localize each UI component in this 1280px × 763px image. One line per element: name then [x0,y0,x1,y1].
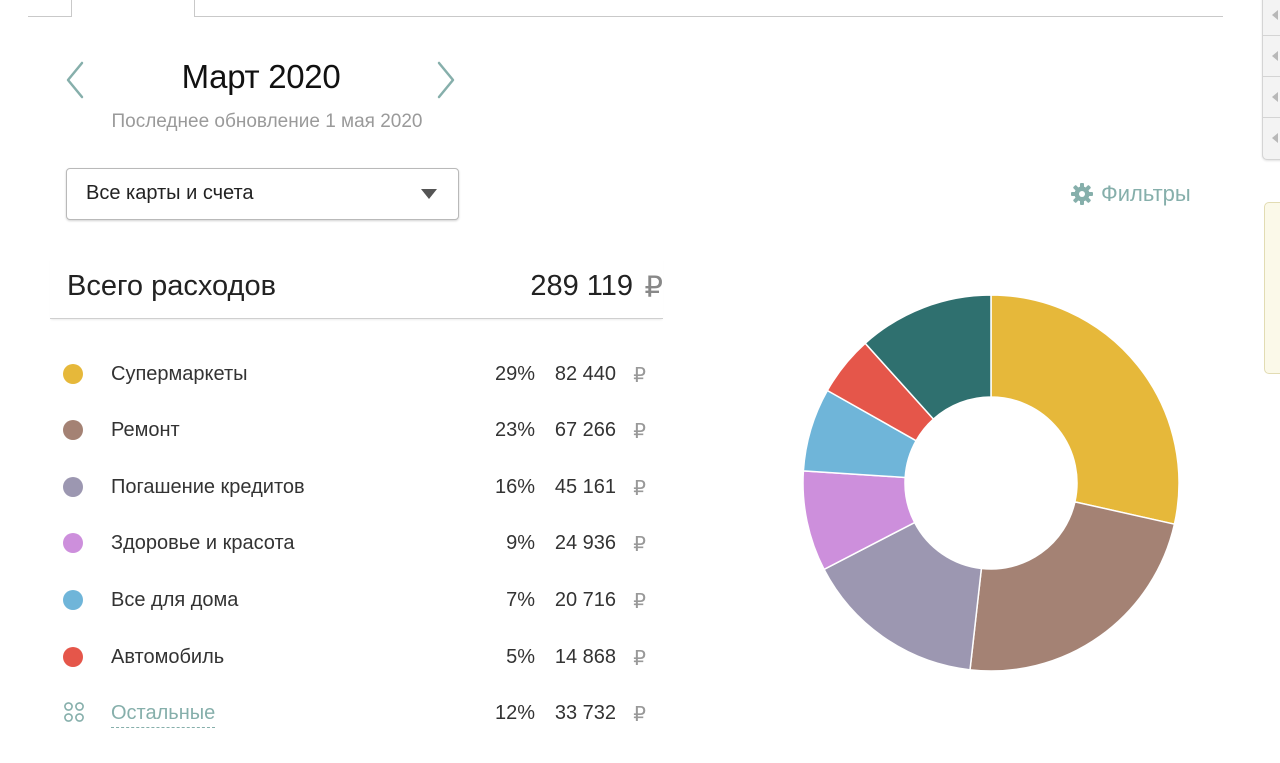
donut-slice-6[interactable] [864,294,992,421]
category-row-health-beauty[interactable]: Здоровье и красота 9% 24 936 ₽ [50,523,662,563]
category-amount: 20 716 [554,589,616,611]
category-percent: 7% [506,589,535,611]
category-color-dot [63,647,83,667]
donut-slice-2[interactable] [823,521,983,671]
category-color-dot [63,533,83,553]
category-row-car[interactable]: Автомобиль 5% 14 868 ₽ [50,637,662,677]
ruble-icon: ₽ [633,704,646,726]
others-link[interactable]: Остальные [111,702,216,728]
donut-slice-1[interactable] [969,500,1176,672]
ruble-icon: ₽ [644,272,663,304]
donut-slice-0[interactable] [990,294,1180,526]
caret-down-icon [421,189,437,199]
category-name: Все для дома [111,589,239,611]
category-row-others[interactable]: Остальные 12% 33 732 ₽ [50,693,662,733]
side-toolbar-button[interactable] [1263,0,1280,36]
ruble-icon: ₽ [633,365,646,387]
category-percent: 9% [506,532,535,554]
tab-strip-line [28,16,1223,17]
total-value: 289 119 [530,270,633,302]
category-percent: 16% [494,476,535,498]
chevron-left-icon [66,61,84,99]
tab-active[interactable] [71,0,195,17]
category-row-supermarkets[interactable]: Супермаркеты 29% 82 440 ₽ [50,354,662,394]
account-select[interactable]: Все карты и счета [66,168,459,220]
last-update-text: Последнее обновление 1 мая 2020 [111,111,423,132]
next-month-button[interactable] [434,60,458,100]
category-percent: 5% [506,646,535,668]
category-name: Погашение кредитов [111,476,305,498]
category-row-home[interactable]: Все для дома 7% 20 716 ₽ [50,580,662,620]
category-amount: 24 936 [554,532,616,554]
category-amount: 45 161 [554,476,616,498]
account-select-value: Все карты и счета [86,182,254,204]
ruble-icon: ₽ [633,534,646,556]
gear-icon [1071,183,1093,205]
ruble-icon: ₽ [633,591,646,613]
category-amount: 14 868 [554,646,616,668]
collapse-icon [1272,51,1278,61]
chevron-right-icon [437,61,455,99]
expenses-donut-chart [802,294,1180,672]
collapse-icon [1272,10,1278,20]
collapse-icon [1272,92,1278,102]
total-label: Всего расходов [67,270,276,302]
side-toolbar-button[interactable] [1263,118,1280,158]
category-name: Автомобиль [111,646,225,668]
category-percent: 29% [494,363,535,385]
category-percent: 23% [494,419,535,441]
category-color-dot [63,477,83,497]
category-percent: 12% [494,702,535,724]
category-name: Здоровье и красота [111,532,295,554]
ruble-icon: ₽ [633,478,646,500]
collapse-icon [1272,133,1278,143]
category-row-repair[interactable]: Ремонт 23% 67 266 ₽ [50,410,662,450]
category-color-dot [63,590,83,610]
grid-dots-icon [64,702,84,722]
side-toolbar [1262,0,1280,160]
total-expenses-row: Всего расходов 289 119 ₽ [50,258,663,319]
category-amount: 67 266 [554,419,616,441]
category-row-loans[interactable]: Погашение кредитов 16% 45 161 ₽ [50,467,662,507]
filters-label: Фильтры [1101,181,1191,206]
ruble-icon: ₽ [633,648,646,670]
category-amount: 33 732 [554,702,616,724]
category-color-dot [63,364,83,384]
category-color-dot [63,420,83,440]
side-toolbar-button[interactable] [1263,77,1280,118]
category-name: Супермаркеты [111,363,248,385]
month-title: Март 2020 [181,58,341,95]
ruble-icon: ₽ [633,421,646,443]
side-note-panel [1264,202,1280,374]
side-toolbar-button[interactable] [1263,36,1280,77]
prev-month-button[interactable] [63,60,87,100]
category-amount: 82 440 [554,363,616,385]
category-name: Ремонт [111,419,180,441]
